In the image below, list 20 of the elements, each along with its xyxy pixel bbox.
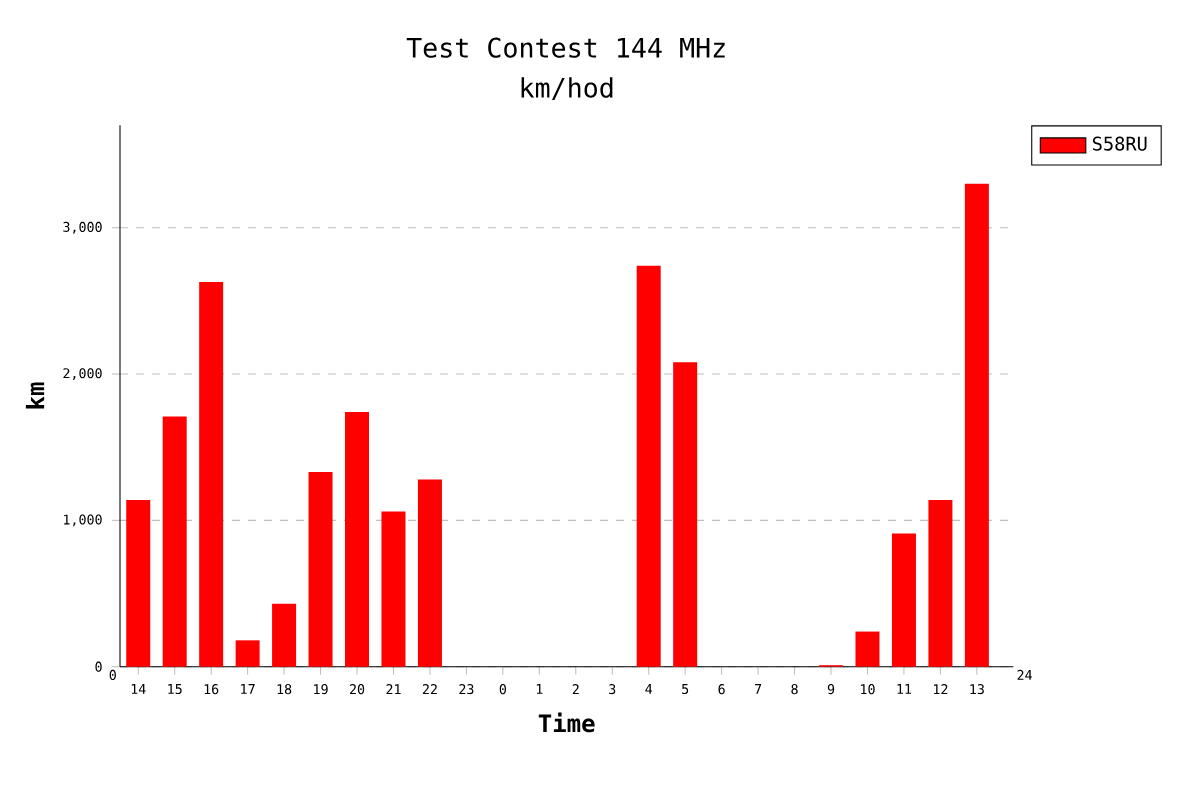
bar [964, 183, 989, 667]
chart-title: Test Contest 144 MHz [406, 37, 725, 58]
bar [417, 479, 442, 667]
bar [891, 533, 916, 667]
chart-subtitle: km/hod [521, 77, 613, 100]
bar [928, 499, 953, 667]
bar [345, 412, 370, 667]
bar [272, 603, 297, 667]
y-axis-title: km [25, 382, 45, 409]
bar [126, 499, 151, 667]
bar [162, 416, 187, 667]
bar [199, 281, 224, 667]
bar [381, 511, 406, 667]
x-axis-title: Time [538, 712, 595, 733]
bar [673, 362, 698, 667]
legend-label: S58RU [1092, 136, 1147, 151]
bar [308, 472, 333, 667]
bar [855, 631, 880, 667]
bar [235, 640, 260, 667]
bar [636, 265, 661, 667]
